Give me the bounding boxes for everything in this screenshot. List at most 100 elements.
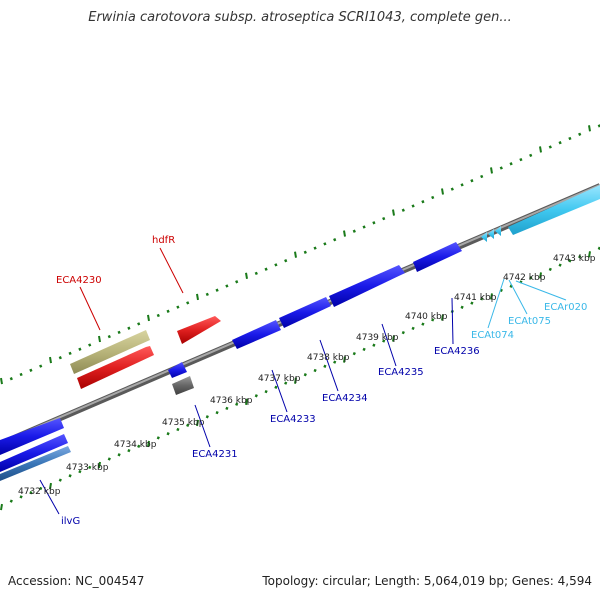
tick-mark — [372, 343, 376, 347]
forward-strand-features — [0, 185, 600, 455]
tick-mark — [421, 322, 425, 326]
rrna-ecar020-feature[interactable] — [495, 226, 501, 236]
tick-label: 4738 kbp — [307, 353, 350, 363]
tick-mark — [245, 398, 248, 405]
gene-leader-line — [508, 279, 528, 315]
tick-mark — [529, 153, 533, 158]
gene-label-ecat074[interactable]: ECAt074 — [471, 330, 514, 341]
tick-mark — [245, 272, 248, 279]
gene-label-eca4235[interactable]: ECA4235 — [378, 367, 424, 378]
gene-eca4235-feature[interactable] — [329, 265, 405, 307]
tick-mark — [215, 288, 219, 292]
tick-label: 4734 kbp — [114, 440, 157, 450]
gene-hdfr-feature[interactable] — [177, 316, 221, 344]
gene-leader-line — [159, 247, 184, 294]
tick-mark — [499, 166, 503, 170]
tick-mark — [323, 242, 327, 246]
tick-label: 4736 kbp — [210, 396, 253, 406]
trna-ecat075-feature[interactable] — [488, 229, 494, 239]
tick-mark — [98, 461, 101, 469]
tick-mark — [147, 314, 150, 322]
tick-mark — [186, 301, 190, 305]
tick-mark — [78, 469, 82, 474]
tick-label: 4737 kbp — [258, 374, 301, 384]
tick-mark — [78, 347, 82, 351]
gene-label-hdfr[interactable]: hdfR — [152, 235, 175, 246]
gene-label-ecat075[interactable]: ECAt075 — [508, 316, 551, 327]
tick-mark — [411, 204, 415, 208]
gene-gray-feature[interactable] — [172, 376, 194, 395]
tick-label: 4735 kbp — [162, 418, 205, 428]
gene-eca4231-feature[interactable] — [168, 362, 187, 378]
tick-mark — [460, 305, 464, 309]
tick-mark — [88, 465, 92, 470]
accession-text: Accession: NC_004547 — [8, 574, 145, 588]
gene-label-eca4234[interactable]: ECA4234 — [322, 393, 368, 404]
gene-label-ecar020[interactable]: ECAr020 — [544, 302, 587, 313]
tick-mark — [568, 136, 572, 141]
tick-mark — [313, 246, 317, 250]
gene-eca4233-feature[interactable] — [232, 320, 281, 349]
gene-leader-line — [381, 323, 397, 367]
tick-mark — [156, 436, 160, 440]
tick-mark — [539, 146, 542, 153]
tick-label: 4740 kbp — [405, 312, 448, 322]
tick-mark — [578, 132, 582, 136]
gene-label-eca4236[interactable]: ECA4236 — [434, 346, 480, 357]
gene-left-blue-feature[interactable] — [0, 418, 64, 455]
tick-mark — [333, 238, 337, 242]
rrna-cyan-feature[interactable] — [508, 185, 600, 235]
gene-ilvg-part-feature[interactable] — [0, 446, 71, 481]
tick-mark — [480, 174, 484, 179]
tick-mark — [205, 415, 209, 419]
gene-ilvg-feature[interactable] — [0, 434, 68, 472]
gene-eca4234-feature[interactable] — [279, 297, 331, 328]
gene-leader-line — [194, 404, 211, 448]
reverse-strand-features — [0, 362, 194, 481]
tick-mark — [9, 499, 13, 503]
tick-mark — [382, 216, 386, 221]
gene-red-feature[interactable] — [77, 346, 154, 389]
gene-label-eca4230[interactable]: ECA4230 — [56, 275, 102, 286]
tick-mark — [333, 360, 337, 364]
gene-eca4230-feature[interactable] — [70, 330, 150, 374]
tick-mark — [362, 225, 366, 229]
tick-mark — [519, 157, 523, 162]
tick-mark — [294, 251, 297, 258]
tick-label: 4742 kbp — [503, 273, 546, 283]
tick-mark — [303, 250, 307, 254]
topology-summary: Topology: circular; Length: 5,064,019 bp… — [262, 574, 592, 588]
tick-mark — [372, 221, 376, 225]
gene-eca4236-feature[interactable] — [413, 242, 462, 272]
tick-mark — [205, 292, 209, 297]
tick-mark — [215, 410, 219, 415]
tick-mark — [156, 313, 160, 318]
tick-mark — [568, 259, 572, 263]
gene-label-ilvg[interactable]: ilvG — [61, 516, 80, 527]
tick-mark — [176, 427, 180, 432]
tick-mark — [29, 491, 33, 495]
tick-mark — [421, 200, 425, 204]
gene-leader-line — [487, 278, 505, 329]
tick-mark — [382, 339, 386, 343]
tick-labels: 4732 kbp 4733 kbp 4734 kbp 4735 kbp 4736 kbp… — [18, 254, 596, 497]
tick-mark — [470, 301, 474, 305]
tick-mark — [88, 343, 92, 347]
tick-mark — [411, 326, 415, 331]
tick-mark — [284, 259, 288, 263]
gene-leader-line — [319, 339, 339, 392]
tick-mark — [127, 448, 131, 453]
tick-mark — [9, 377, 13, 381]
tick-mark — [0, 503, 3, 511]
tick-mark — [323, 364, 327, 368]
gene-label-eca4233[interactable]: ECA4233 — [270, 414, 316, 425]
gene-label-eca4231[interactable]: ECA4231 — [192, 449, 238, 460]
tick-mark — [254, 394, 258, 398]
trna-ecat074-feature[interactable] — [481, 232, 487, 242]
tick-mark — [39, 486, 43, 491]
tick-mark — [107, 334, 111, 339]
tick-mark — [558, 263, 562, 267]
tick-mark — [284, 381, 288, 385]
tick-mark — [548, 145, 552, 149]
tick-mark — [490, 167, 493, 174]
